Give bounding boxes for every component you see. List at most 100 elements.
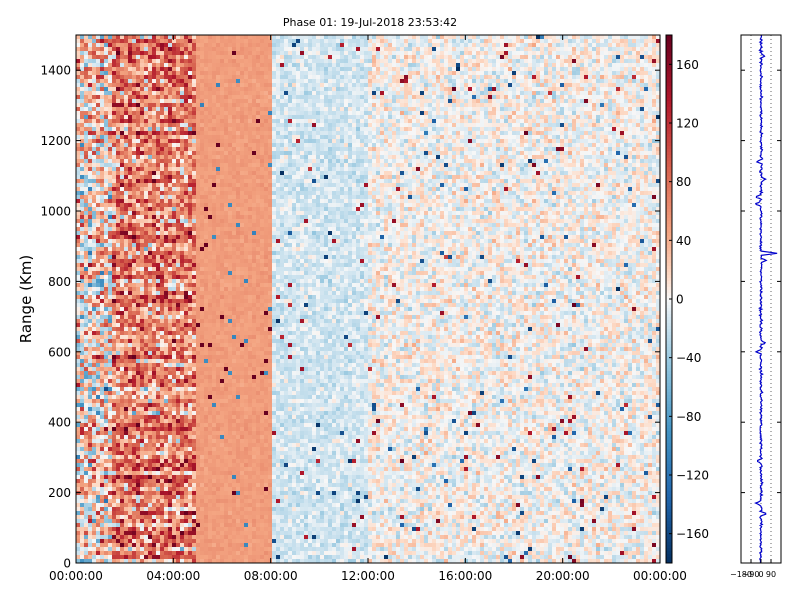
heatmap-cell: [184, 487, 189, 492]
heatmap-cell: [76, 307, 81, 312]
heatmap-cell: [160, 479, 165, 484]
heatmap-cell: [220, 439, 225, 444]
heatmap-cell: [200, 211, 205, 216]
heatmap-cell: [188, 463, 193, 468]
heatmap-cell: [204, 211, 209, 216]
heatmap-cell: [196, 87, 201, 92]
heatmap-cell: [164, 327, 169, 332]
heatmap-cell: [184, 367, 189, 372]
heatmap-cell: [128, 403, 133, 408]
heatmap-cell: [164, 179, 169, 184]
heatmap-cell: [84, 183, 89, 188]
heatmap-cell: [124, 279, 129, 284]
heatmap-cell: [136, 67, 141, 72]
heatmap-cell: [188, 107, 193, 112]
heatmap-cell: [168, 215, 173, 220]
heatmap-cell: [160, 207, 165, 212]
heatmap-cell: [168, 211, 173, 216]
heatmap-cell: [220, 331, 225, 336]
heatmap-cell: [184, 499, 189, 504]
heatmap-cell: [224, 463, 229, 468]
heatmap-cell: [120, 423, 125, 428]
heatmap-cell: [136, 247, 141, 252]
heatmap-cell: [76, 419, 81, 424]
heatmap-cell: [156, 251, 161, 256]
heatmap-cell: [136, 63, 141, 68]
heatmap-cell: [80, 363, 85, 368]
heatmap-cell: [212, 267, 217, 272]
heatmap-cell: [220, 343, 225, 348]
heatmap-cell: [200, 147, 205, 152]
heatmap-cell: [192, 495, 197, 500]
heatmap-cell: [204, 83, 209, 88]
heatmap-cell: [164, 343, 169, 348]
heatmap-cell: [208, 267, 213, 272]
heatmap-cell: [116, 99, 121, 104]
heatmap-cell: [88, 231, 93, 236]
heatmap-cell: [204, 163, 209, 168]
heatmap-cell: [176, 539, 181, 544]
heatmap-cell: [104, 203, 109, 208]
heatmap-cell: [212, 247, 217, 252]
heatmap-cell: [104, 243, 109, 248]
heatmap-cell: [216, 75, 221, 80]
heatmap-cell: [220, 323, 225, 328]
heatmap-cell: [136, 123, 141, 128]
heatmap-cell: [180, 179, 185, 184]
heatmap-cell: [80, 235, 85, 240]
heatmap-cell: [92, 271, 97, 276]
heatmap-cell: [76, 503, 81, 508]
heatmap-cell: [184, 311, 189, 316]
heatmap-cell: [204, 331, 209, 336]
heatmap-cell: [220, 311, 225, 316]
heatmap-cell: [80, 527, 85, 532]
heatmap-cell: [80, 139, 85, 144]
heatmap-cell: [92, 523, 97, 528]
heatmap-cell: [112, 467, 117, 472]
heatmap-cell: [168, 487, 173, 492]
heatmap-cell: [84, 151, 89, 156]
heatmap-cell: [216, 123, 221, 128]
heatmap-cell: [164, 287, 169, 292]
heatmap-cell: [120, 367, 125, 372]
heatmap-cell: [192, 323, 197, 328]
heatmap-cell: [144, 227, 149, 232]
heatmap-cell: [76, 335, 81, 340]
heatmap-cell: [224, 315, 229, 320]
heatmap-cell: [120, 167, 125, 172]
heatmap-cell: [208, 279, 213, 284]
heatmap-cell: [124, 143, 129, 148]
heatmap-cell: [176, 311, 181, 316]
heatmap-cell: [108, 479, 113, 484]
heatmap-cell: [112, 175, 117, 180]
heatmap-cell: [120, 55, 125, 60]
heatmap-cell: [168, 183, 173, 188]
heatmap-cell: [128, 231, 133, 236]
heatmap-cell: [212, 171, 217, 176]
heatmap-cell: [116, 431, 121, 436]
heatmap-cell: [128, 203, 133, 208]
heatmap-cell: [184, 199, 189, 204]
heatmap-cell: [196, 35, 201, 40]
heatmap-cell: [200, 447, 205, 452]
heatmap-cell: [132, 475, 137, 480]
heatmap-cell: [180, 459, 185, 464]
heatmap-cell: [192, 127, 197, 132]
heatmap-cell: [204, 403, 209, 408]
heatmap-cell: [128, 47, 133, 52]
heatmap-cell: [180, 503, 185, 508]
heatmap-cell: [200, 503, 205, 508]
heatmap-cell: [164, 67, 169, 72]
heatmap-cell: [128, 59, 133, 64]
heatmap-cell: [124, 351, 129, 356]
heatmap-cell: [204, 291, 209, 296]
heatmap-cell: [104, 423, 109, 428]
heatmap-cell: [136, 451, 141, 456]
heatmap-cell: [136, 371, 141, 376]
heatmap-cell: [164, 443, 169, 448]
heatmap-cell: [168, 311, 173, 316]
heatmap-cell: [204, 375, 209, 380]
heatmap-cell: [172, 503, 177, 508]
heatmap-cell: [152, 223, 157, 228]
heatmap-cell: [188, 263, 193, 268]
